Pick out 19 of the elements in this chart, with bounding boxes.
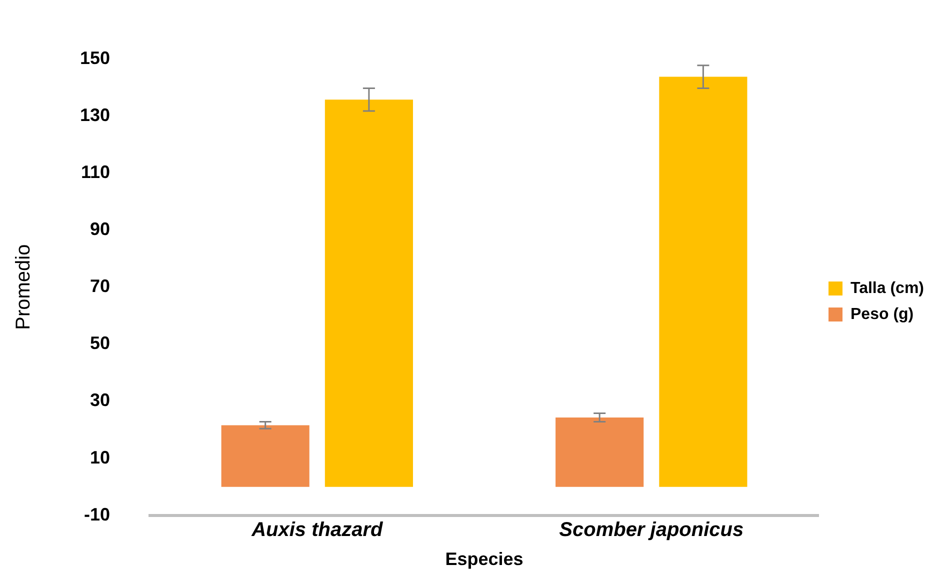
y-axis-title: Promedio [12, 244, 35, 330]
bar [659, 76, 748, 487]
y-tick-label: 10 [90, 447, 110, 468]
x-tick-label: Scomber japonicus [559, 518, 744, 541]
bar [324, 100, 413, 487]
bar [221, 425, 310, 487]
y-tick-label: 30 [90, 390, 110, 410]
bar [556, 418, 644, 487]
y-tick-label: 90 [90, 218, 110, 239]
legend-label: Talla (cm) [850, 280, 924, 297]
x-tick-label: Auxis thazard [250, 518, 384, 541]
x-axis-title: Especies [445, 549, 524, 570]
legend-label: Peso (g) [850, 306, 914, 323]
y-tick-label: -10 [84, 504, 110, 524]
y-tick-label: 70 [90, 276, 110, 296]
y-tick-label: 130 [80, 104, 110, 125]
y-tick-label: 150 [80, 48, 110, 68]
y-tick-label: 50 [90, 333, 110, 354]
y-tick-label: 110 [80, 162, 110, 182]
